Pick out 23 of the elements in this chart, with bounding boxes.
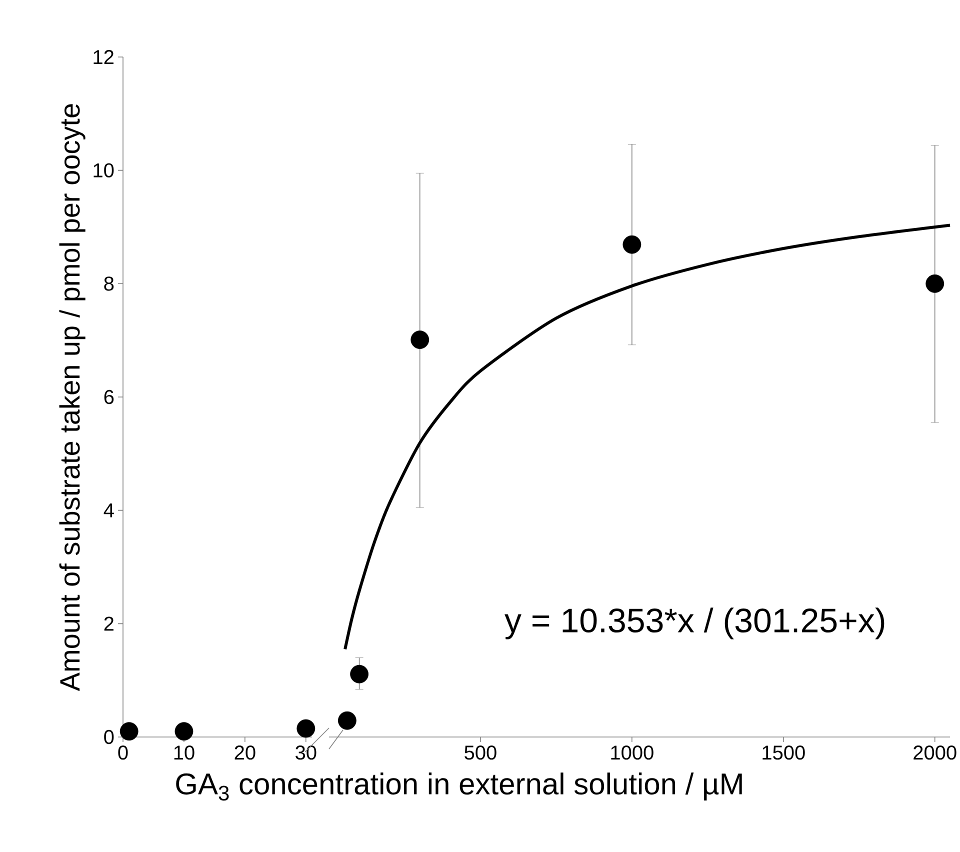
x-tick-label: 10 [174,746,194,760]
point [926,274,944,293]
point [338,711,356,730]
y-tick-label: 8 [104,276,114,291]
point [350,664,368,684]
x-axis-title: GA$_{3}$ concentration in external solution / µM [176,772,742,801]
y-axis-title: Amount of substrate taken up / pmol per oocyte [59,104,86,692]
x-tick-label: 500 [464,746,496,760]
x-tick-label: 30 [296,746,316,760]
annotation: y = 10.353*x / (301.25+x) [504,608,884,640]
point [410,330,430,349]
x-tick-label: 1000 [611,746,654,760]
x-tick-label: 1500 [762,746,805,760]
y-tick-label: 0 [104,730,114,744]
y-tick-label: 10 [94,163,114,178]
x-tick-label: 0 [118,746,128,760]
y-tick-label: 6 [104,390,114,404]
x-tick-label: 20 [234,746,256,760]
point [622,235,642,254]
y-tick-label: 4 [104,503,114,518]
y-tick-label: 2 [104,616,114,631]
y-tick-label: 12 [94,50,114,64]
x-tick-label: 2000 [914,746,956,760]
